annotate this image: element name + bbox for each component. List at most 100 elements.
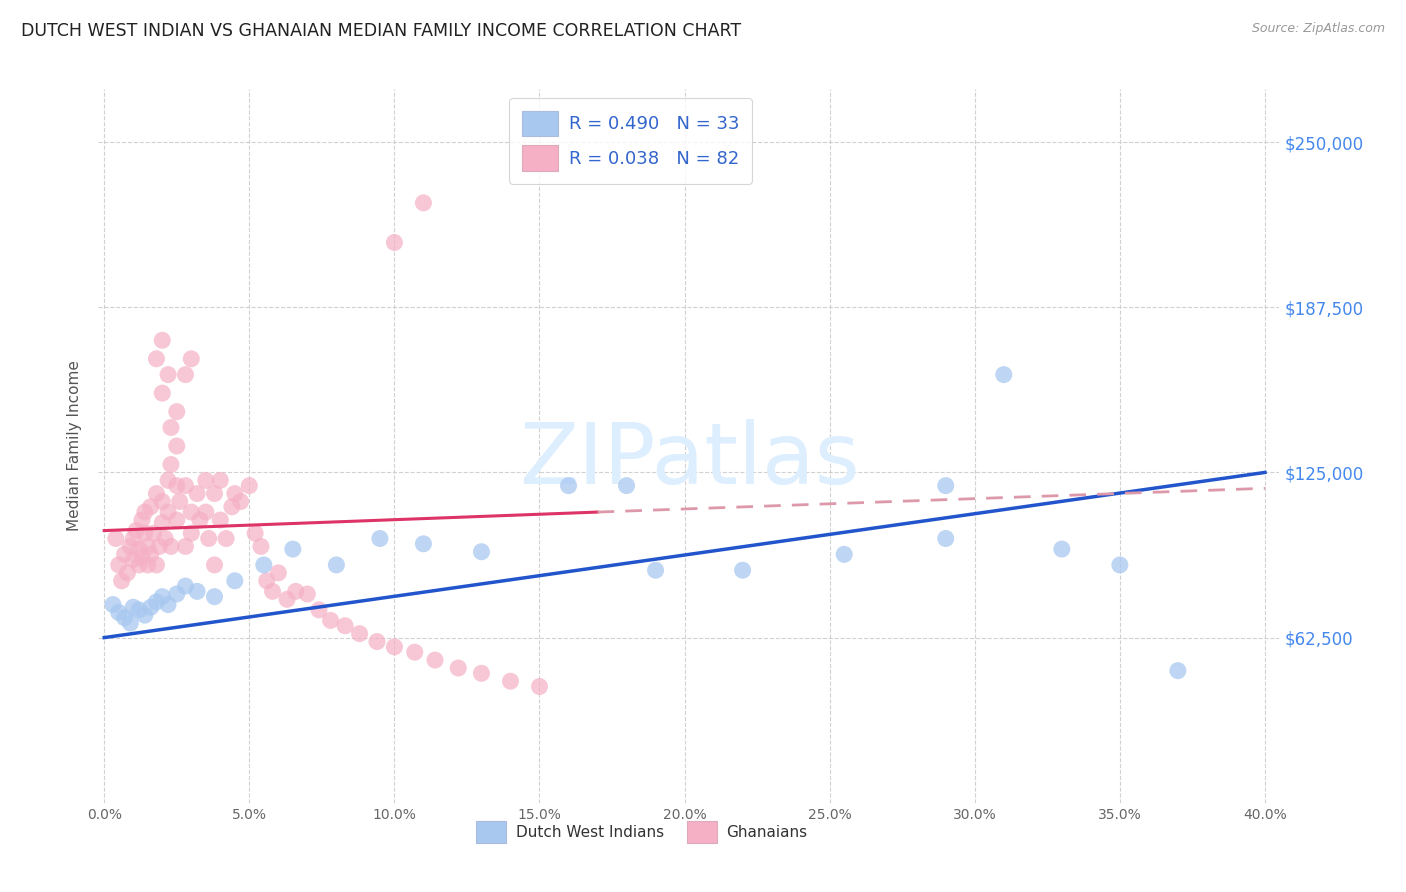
Point — [142, 526, 165, 541]
Point — [148, 540, 170, 554]
Point — [157, 598, 180, 612]
Point — [157, 368, 180, 382]
Point — [145, 558, 167, 572]
Point — [114, 611, 136, 625]
Point — [404, 645, 426, 659]
Point — [150, 494, 173, 508]
Point — [134, 526, 156, 541]
Point — [935, 478, 957, 492]
Point — [174, 478, 197, 492]
Point — [166, 439, 188, 453]
Point — [122, 552, 145, 566]
Point — [174, 579, 197, 593]
Point — [262, 584, 284, 599]
Point — [107, 558, 129, 572]
Point — [470, 666, 492, 681]
Point — [209, 513, 232, 527]
Point — [297, 587, 319, 601]
Point — [122, 532, 145, 546]
Point — [153, 532, 176, 546]
Point — [128, 603, 150, 617]
Point — [197, 532, 219, 546]
Point — [194, 474, 217, 488]
Point — [131, 513, 153, 527]
Point — [150, 333, 173, 347]
Point — [114, 547, 136, 561]
Point — [166, 587, 188, 601]
Point — [238, 478, 260, 492]
Text: DUTCH WEST INDIAN VS GHANAIAN MEDIAN FAMILY INCOME CORRELATION CHART: DUTCH WEST INDIAN VS GHANAIAN MEDIAN FAM… — [21, 22, 741, 40]
Point — [150, 590, 173, 604]
Point — [150, 516, 173, 530]
Point — [731, 563, 754, 577]
Point — [366, 634, 388, 648]
Point — [174, 540, 197, 554]
Point — [276, 592, 298, 607]
Point — [384, 235, 406, 250]
Point — [122, 600, 145, 615]
Point — [423, 653, 446, 667]
Point — [174, 368, 197, 382]
Point — [1167, 664, 1189, 678]
Legend: Dutch West Indians, Ghanaians: Dutch West Indians, Ghanaians — [470, 814, 814, 848]
Text: ZIPatlas: ZIPatlas — [519, 418, 859, 502]
Y-axis label: Median Family Income: Median Family Income — [67, 360, 83, 532]
Point — [166, 404, 188, 418]
Point — [139, 500, 162, 514]
Point — [186, 584, 208, 599]
Point — [935, 532, 957, 546]
Point — [157, 474, 180, 488]
Point — [267, 566, 290, 580]
Point — [160, 458, 183, 472]
Point — [107, 606, 129, 620]
Point — [145, 486, 167, 500]
Point — [349, 626, 371, 640]
Point — [224, 574, 246, 588]
Point — [1108, 558, 1130, 572]
Point — [281, 542, 304, 557]
Point — [224, 486, 246, 500]
Point — [253, 558, 276, 572]
Point — [319, 614, 342, 628]
Point — [333, 618, 356, 632]
Point — [499, 674, 522, 689]
Point — [1050, 542, 1073, 557]
Point — [186, 486, 208, 500]
Point — [145, 351, 167, 366]
Point — [250, 540, 273, 554]
Point — [166, 478, 188, 492]
Point — [117, 566, 139, 580]
Point — [368, 532, 391, 546]
Point — [215, 532, 238, 546]
Point — [157, 505, 180, 519]
Point — [284, 584, 307, 599]
Point — [111, 574, 134, 588]
Point — [412, 537, 434, 551]
Point — [131, 549, 153, 564]
Point — [150, 386, 173, 401]
Point — [104, 532, 127, 546]
Point — [204, 486, 226, 500]
Point — [120, 540, 142, 554]
Point — [993, 368, 1015, 382]
Point — [139, 600, 162, 615]
Point — [139, 547, 162, 561]
Point — [136, 540, 159, 554]
Point — [160, 540, 183, 554]
Point — [447, 661, 470, 675]
Point — [470, 545, 492, 559]
Point — [180, 526, 202, 541]
Point — [204, 590, 226, 604]
Point — [136, 558, 159, 572]
Point — [644, 563, 666, 577]
Text: Source: ZipAtlas.com: Source: ZipAtlas.com — [1251, 22, 1385, 36]
Point — [221, 500, 243, 514]
Point — [243, 526, 266, 541]
Point — [134, 608, 156, 623]
Point — [134, 505, 156, 519]
Point — [120, 616, 142, 631]
Point — [145, 595, 167, 609]
Point — [180, 505, 202, 519]
Point — [128, 542, 150, 557]
Point — [616, 478, 638, 492]
